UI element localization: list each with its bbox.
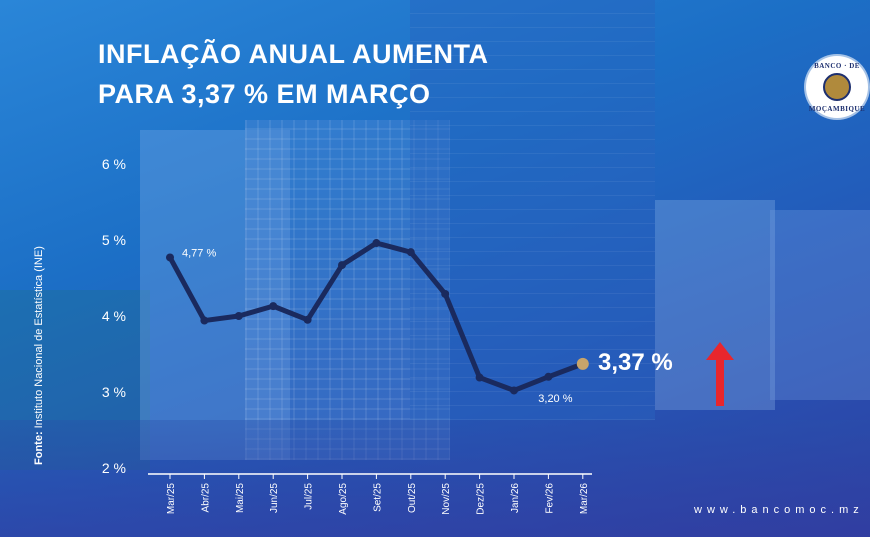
x-tick-label: Jan/26 bbox=[510, 483, 521, 513]
x-tick-label: Abr/25 bbox=[200, 483, 211, 513]
y-tick-label: 3 % bbox=[102, 384, 126, 400]
background-ground bbox=[0, 420, 870, 537]
logo-text-top: BANCO · DE bbox=[814, 62, 860, 70]
data-point bbox=[166, 253, 174, 262]
data-label: 3,20 % bbox=[538, 393, 572, 405]
arrow-up-shape bbox=[706, 342, 734, 406]
data-point-latest bbox=[576, 357, 589, 370]
x-tick-label: Out/25 bbox=[407, 483, 418, 513]
data-point bbox=[441, 289, 450, 298]
bank-logo: BANCO · DE MOÇAMBIQUE bbox=[806, 56, 868, 118]
source-text: Instituto Nacional de Estatística (INE) bbox=[33, 246, 45, 429]
website-url: www.bancomoc.mz bbox=[694, 504, 864, 516]
x-tick-label: Mar/25 bbox=[166, 483, 177, 515]
background-building bbox=[245, 120, 450, 460]
page-title: INFLAÇÃO ANUAL AUMENTA PARA 3,37 % EM MA… bbox=[98, 34, 488, 114]
source-note: Fonte: Instituto Nacional de Estatística… bbox=[33, 246, 45, 465]
y-tick-label: 2 % bbox=[102, 460, 126, 476]
data-point bbox=[338, 261, 346, 270]
background-building bbox=[140, 130, 290, 460]
source-label: Fonte: bbox=[33, 431, 45, 465]
data-point bbox=[510, 386, 518, 395]
y-tick-label: 4 % bbox=[102, 308, 126, 324]
data-point bbox=[269, 302, 278, 311]
data-labels: 4,77 % 3,20 % bbox=[182, 247, 573, 404]
background-building bbox=[770, 210, 870, 400]
background-tower bbox=[410, 0, 655, 420]
arrow-up-icon bbox=[706, 342, 734, 406]
logo-emblem-icon bbox=[823, 73, 851, 101]
data-point bbox=[372, 239, 381, 248]
x-tick-label: Set/25 bbox=[372, 483, 383, 512]
x-tick-label: Dez/25 bbox=[476, 483, 487, 515]
y-tick-label: 6 % bbox=[102, 156, 126, 172]
y-tick-label: 5 % bbox=[102, 232, 126, 248]
x-tick-label: Mar/26 bbox=[579, 483, 590, 515]
x-axis-ticks: Mar/25 Abr/25 Mai/25 Jun/25 Jul/25 Ago/25 Set/… bbox=[166, 474, 590, 515]
x-tick-label: Jun/25 bbox=[269, 483, 280, 513]
data-point bbox=[234, 312, 243, 320]
x-tick-label: Nov/25 bbox=[441, 483, 452, 515]
data-point bbox=[544, 372, 553, 381]
data-point bbox=[406, 248, 415, 257]
x-tick-label: Ago/25 bbox=[338, 483, 349, 515]
y-axis-ticks: 2 % 3 % 4 % 5 % 6 % bbox=[102, 156, 126, 476]
series-line bbox=[167, 240, 586, 393]
data-point bbox=[200, 316, 209, 325]
logo-text-bottom: MOÇAMBIQUE bbox=[808, 105, 866, 113]
data-label: 4,77 % bbox=[182, 247, 216, 259]
data-points bbox=[166, 239, 589, 395]
x-tick-label: Jul/25 bbox=[304, 483, 315, 510]
data-point bbox=[475, 373, 484, 382]
data-point bbox=[303, 315, 312, 324]
x-tick-label: Fev/26 bbox=[544, 483, 555, 514]
title-line-1: INFLAÇÃO ANUAL AUMENTA bbox=[98, 39, 489, 69]
title-line-2: PARA 3,37 % EM MARÇO bbox=[98, 79, 431, 109]
current-inflation-value: 3,37 % bbox=[598, 349, 673, 376]
background-building bbox=[655, 200, 775, 410]
x-tick-label: Mai/25 bbox=[235, 483, 246, 513]
